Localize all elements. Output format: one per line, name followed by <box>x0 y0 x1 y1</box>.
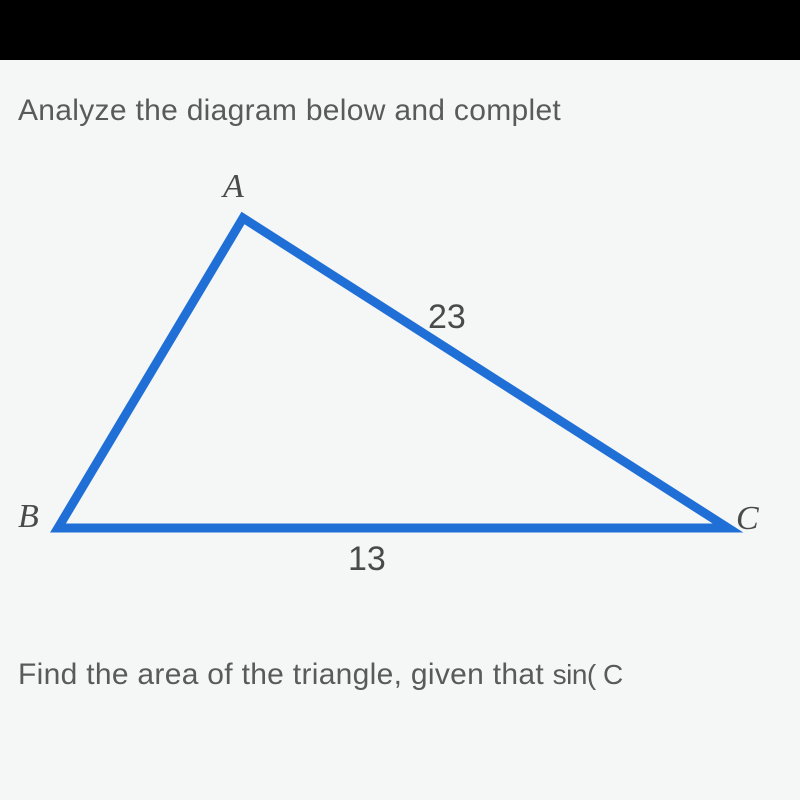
question-prefix: Find the area of the triangle, given tha… <box>18 658 553 691</box>
vertex-label-b: B <box>18 498 39 536</box>
question-sin: sin( C <box>553 659 623 690</box>
vertex-label-a: A <box>223 168 244 206</box>
question-text: Find the area of the triangle, given tha… <box>18 658 800 692</box>
triangle-diagram: A B C 23 13 <box>18 168 778 598</box>
side-label-ac: 23 <box>428 298 466 337</box>
window-titlebar <box>0 0 800 60</box>
side-label-bc: 13 <box>348 540 386 579</box>
vertex-label-c: C <box>736 500 759 538</box>
triangle-svg <box>18 168 778 598</box>
page-content: Analyze the diagram below and complet A … <box>0 60 800 692</box>
instruction-text: Analyze the diagram below and complet <box>18 94 800 128</box>
triangle-polygon <box>58 218 728 528</box>
